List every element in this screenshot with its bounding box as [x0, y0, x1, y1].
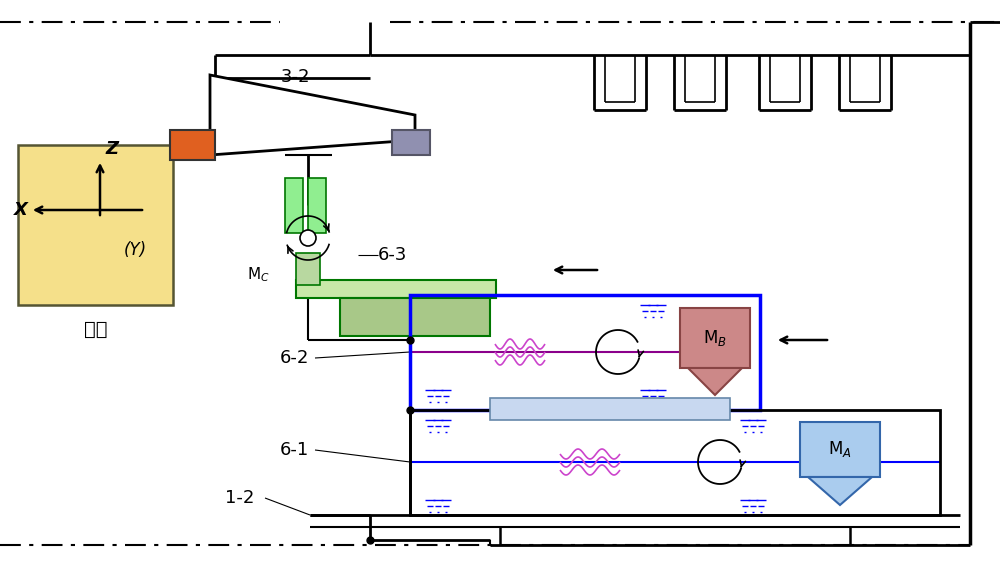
FancyBboxPatch shape — [170, 130, 215, 160]
Text: 3-2: 3-2 — [280, 68, 310, 86]
FancyBboxPatch shape — [296, 253, 320, 285]
Text: M$_A$: M$_A$ — [828, 439, 852, 459]
FancyBboxPatch shape — [392, 130, 430, 155]
Circle shape — [300, 230, 316, 246]
FancyBboxPatch shape — [308, 178, 326, 233]
Text: 样品: 样品 — [84, 320, 108, 339]
Text: 6-1: 6-1 — [280, 441, 309, 459]
Polygon shape — [688, 368, 742, 395]
FancyBboxPatch shape — [340, 298, 490, 336]
Text: 1-2: 1-2 — [225, 489, 254, 507]
FancyBboxPatch shape — [18, 145, 173, 305]
FancyBboxPatch shape — [680, 308, 750, 368]
FancyBboxPatch shape — [285, 178, 303, 233]
Text: X: X — [14, 201, 28, 219]
Polygon shape — [808, 477, 872, 505]
Text: 6-2: 6-2 — [280, 349, 309, 367]
Text: M$_C$: M$_C$ — [247, 266, 270, 284]
FancyBboxPatch shape — [800, 422, 880, 477]
Text: Z: Z — [105, 140, 118, 158]
Polygon shape — [210, 75, 415, 155]
Text: (Y): (Y) — [123, 241, 147, 259]
Text: M$_B$: M$_B$ — [703, 328, 727, 348]
FancyBboxPatch shape — [490, 398, 730, 420]
Text: 6-3: 6-3 — [378, 246, 407, 264]
FancyBboxPatch shape — [296, 280, 496, 298]
